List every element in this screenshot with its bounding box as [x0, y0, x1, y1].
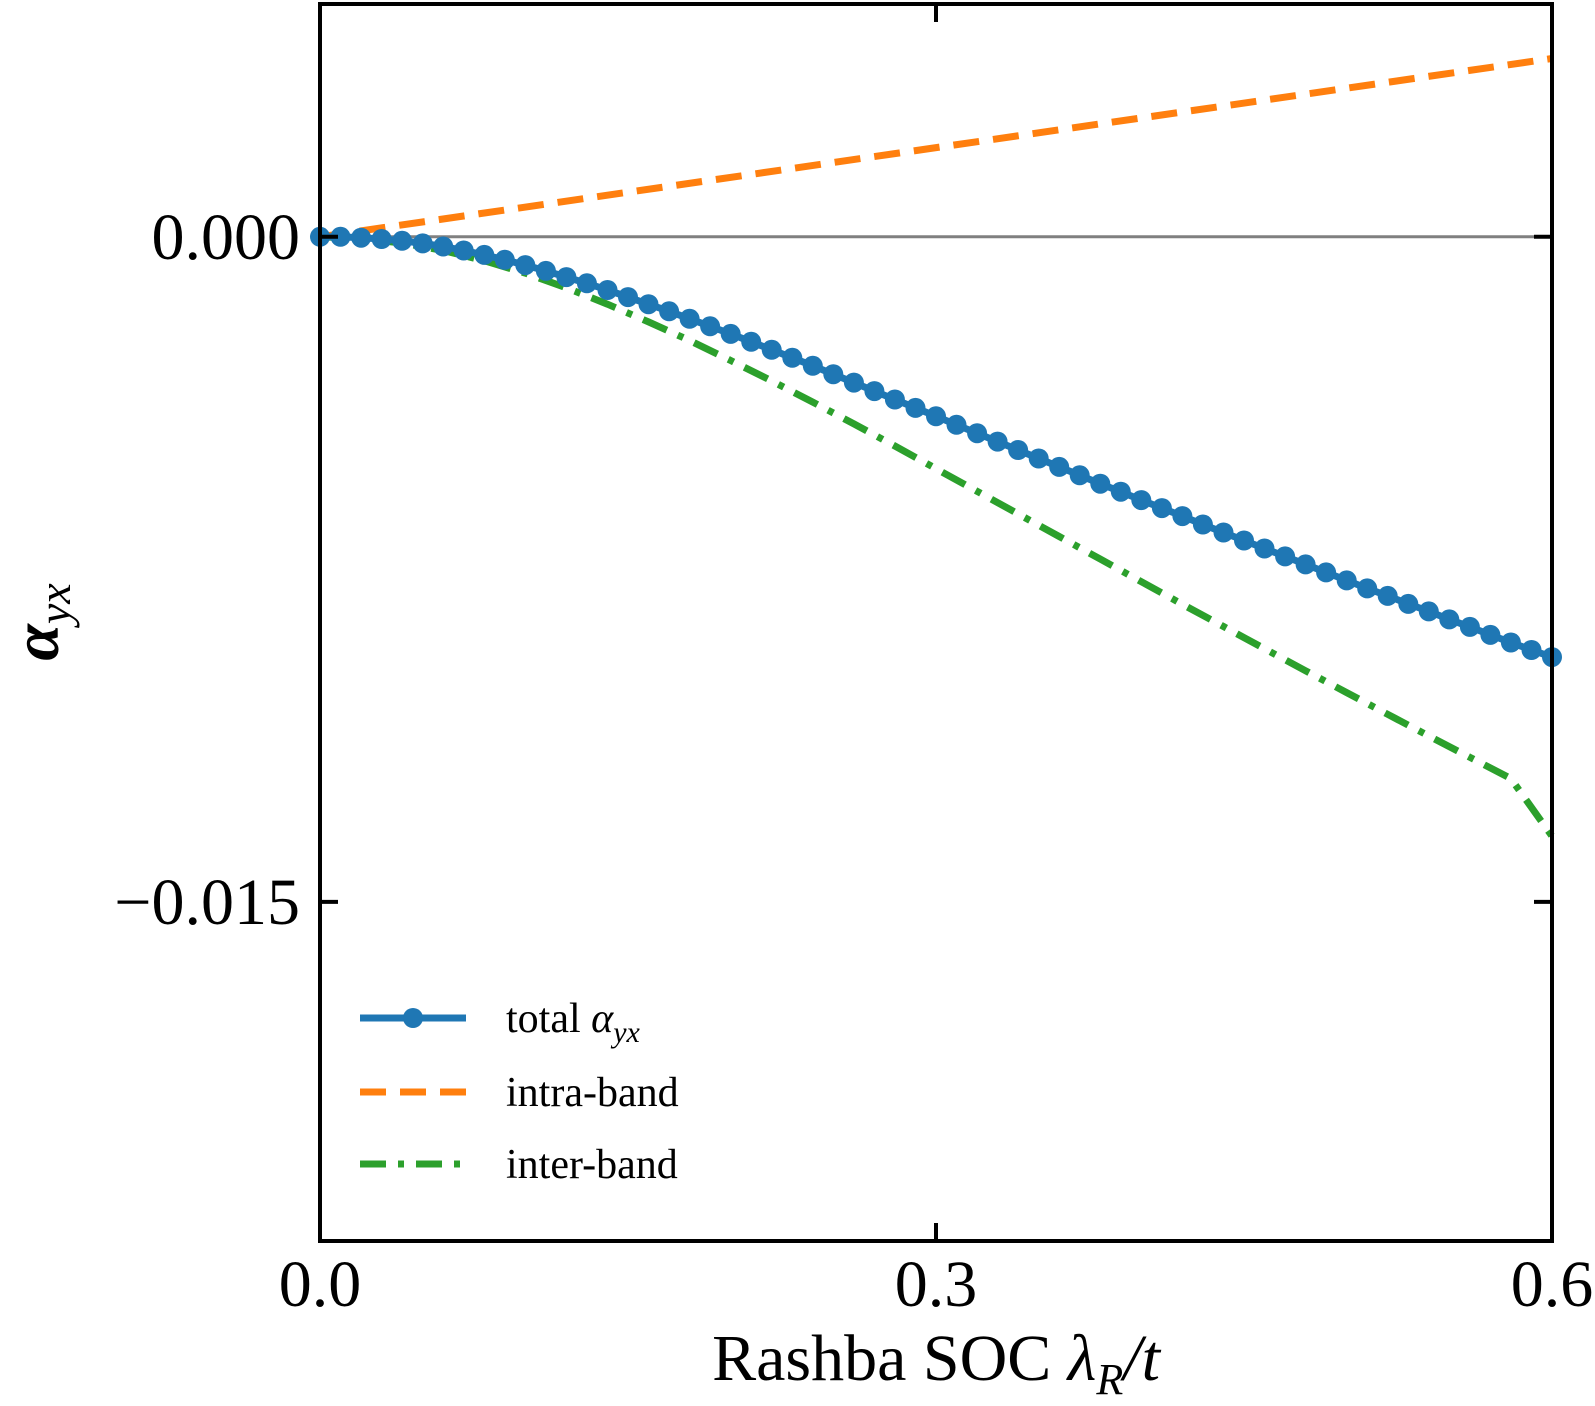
data-point-total — [1234, 530, 1254, 551]
data-point-total — [1254, 538, 1275, 559]
data-point-total — [1192, 514, 1213, 535]
data-point-total — [1439, 609, 1460, 630]
data-point-total — [905, 397, 926, 418]
data-point-total — [1336, 570, 1357, 591]
x-axis-label: Rashba SOC λR/t — [712, 1322, 1162, 1404]
legend-marker-total — [403, 1008, 423, 1028]
plot-frame — [318, 2, 1554, 1243]
data-point-total — [412, 233, 433, 254]
data-point-total — [1008, 440, 1029, 460]
x-tick-label: 0.0 — [279, 1248, 362, 1321]
data-point-total — [843, 372, 864, 393]
data-point-total — [1521, 640, 1542, 660]
data-point-total — [1459, 616, 1480, 637]
data-point-total — [474, 244, 495, 265]
data-point-total — [1028, 448, 1049, 469]
data-point-total — [864, 381, 885, 402]
data-point-total — [1069, 465, 1090, 486]
legend-label-inter-band: inter-band — [506, 1142, 678, 1188]
data-point-total — [1131, 490, 1152, 511]
data-point-total — [1357, 578, 1378, 599]
data-point-total — [515, 255, 536, 276]
data-point-total — [741, 331, 762, 352]
data-point-total — [700, 316, 721, 337]
data-point-total — [597, 280, 618, 300]
data-point-total — [802, 355, 823, 376]
data-point-total — [1049, 456, 1070, 477]
data-point-total — [1500, 632, 1521, 653]
data-point-total — [330, 226, 351, 247]
data-point-total — [679, 308, 700, 329]
data-point-total — [535, 260, 556, 281]
data-point-total — [761, 339, 782, 360]
data-point-total — [351, 227, 372, 248]
data-point-total — [1295, 554, 1316, 575]
data-point-total — [494, 249, 515, 270]
data-point-total — [1398, 593, 1419, 614]
data-point-total — [618, 287, 638, 308]
data-point-total — [1172, 506, 1193, 527]
data-point-total — [1213, 522, 1234, 543]
data-point-total — [1418, 601, 1439, 622]
data-point-total — [556, 267, 577, 288]
legend-label-total: total αyx — [506, 996, 641, 1049]
data-point-total — [987, 431, 1008, 452]
data-point-total — [638, 294, 659, 315]
data-point-total — [659, 301, 680, 322]
data-point-total — [1110, 481, 1131, 502]
data-point-total — [1090, 473, 1111, 494]
data-point-total — [453, 240, 474, 261]
data-point-total — [371, 229, 392, 249]
tick-labels: 0.0 0.3 0.6 0.000 −0.015 — [114, 201, 1593, 1321]
data-point-total — [392, 230, 413, 251]
data-point-total — [823, 364, 844, 385]
legend-label-intra-band: intra-band — [506, 1070, 679, 1116]
data-point-total — [926, 406, 946, 427]
x-tick-label: 0.6 — [1511, 1248, 1594, 1321]
data-point-total — [576, 273, 597, 294]
series-line-intra-band — [319, 55, 1553, 241]
data-point-total — [967, 423, 988, 444]
y-axis-label: αyx — [0, 583, 80, 661]
data-point-total — [433, 236, 454, 257]
data-point-total — [782, 347, 803, 368]
y-tick-label: −0.015 — [114, 866, 300, 939]
x-tick-label: 0.3 — [895, 1248, 978, 1321]
data-point-total — [720, 323, 741, 344]
y-tick-label: 0.000 — [152, 201, 301, 274]
data-point-total — [1377, 585, 1398, 606]
data-point-total — [1480, 624, 1501, 645]
ticks — [318, 4, 1554, 1241]
data-point-total — [1151, 498, 1172, 519]
series-line-inter-band — [319, 233, 1555, 839]
data-point-total — [1275, 546, 1296, 567]
plot-series — [310, 55, 1562, 839]
data-point-total — [1316, 562, 1337, 583]
data-point-total — [946, 414, 967, 435]
legend: total αyx intra-band inter-band — [360, 996, 679, 1188]
data-point-total — [884, 389, 905, 410]
